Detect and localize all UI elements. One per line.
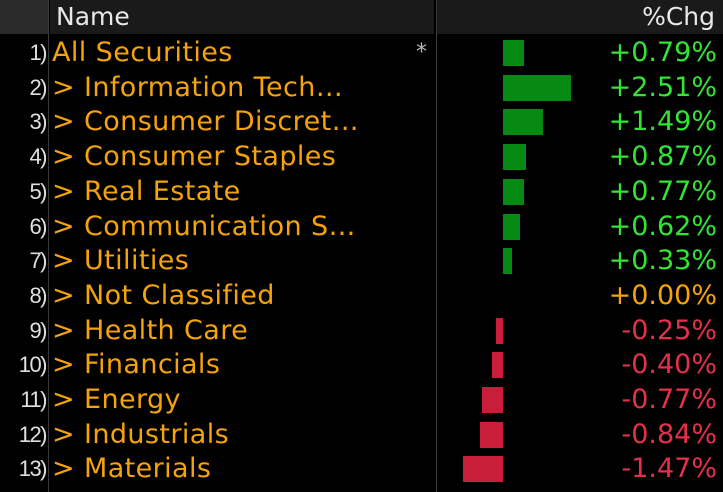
row-name[interactable]: > Financials	[52, 349, 221, 381]
negative-change-bar	[482, 387, 503, 413]
row-index: 12)	[18, 421, 48, 447]
table-row[interactable]: 5) > Real Estate +0.77%	[0, 175, 723, 210]
positive-change-bar	[503, 109, 544, 136]
table-row[interactable]: 12) > Industrials -0.84%	[0, 418, 723, 453]
row-name[interactable]: > Industrials	[52, 418, 230, 450]
pct-change-value: +2.51%	[608, 71, 717, 103]
row-index: 8)	[29, 282, 47, 308]
row-index: 4)	[29, 144, 47, 170]
pct-change-value: +0.87%	[608, 141, 717, 173]
table-row[interactable]: 4) > Consumer Staples +0.87%	[0, 140, 723, 175]
column-divider	[48, 0, 49, 492]
table-row[interactable]: 10) > Financials -0.40%	[0, 348, 723, 383]
row-index: 3)	[29, 109, 47, 135]
pct-change-value: +0.33%	[608, 245, 717, 277]
row-index: 6)	[29, 213, 47, 239]
negative-change-bar	[480, 421, 503, 448]
row-name[interactable]: > Health Care	[52, 314, 249, 346]
column-header-name[interactable]: Name	[56, 2, 130, 31]
table-row[interactable]: 9) > Health Care -0.25%	[0, 314, 723, 349]
row-index: 10)	[18, 352, 48, 378]
table-header: Name %Chg	[0, 0, 723, 34]
row-name[interactable]: > Not Classified	[52, 279, 275, 311]
row-name[interactable]: > Consumer Discret…	[52, 106, 359, 138]
pct-change-value: +0.62%	[608, 210, 717, 242]
column-divider	[436, 0, 437, 492]
table-row[interactable]: 3) > Consumer Discret… +1.49%	[0, 105, 723, 140]
header-row-selector[interactable]	[0, 0, 48, 34]
row-name[interactable]: > Consumer Staples	[52, 141, 337, 173]
row-name[interactable]: All Securities	[52, 37, 233, 68]
row-name[interactable]: > Materials	[52, 453, 212, 485]
pct-change-value: +0.79%	[608, 37, 717, 68]
header-divider	[434, 0, 436, 34]
pct-change-value: -0.77%	[621, 384, 717, 415]
table-row[interactable]: 13) > Materials -1.47%	[0, 452, 723, 487]
positive-change-bar	[503, 213, 520, 240]
positive-change-bar	[503, 144, 527, 171]
asterisk-icon: *	[416, 40, 427, 65]
table-row[interactable]: 8) > Not Classified +0.00%	[0, 279, 723, 314]
row-index: 1)	[29, 40, 47, 65]
positive-change-bar	[503, 74, 571, 101]
row-name[interactable]: > Real Estate	[52, 175, 241, 207]
row-index: 13)	[18, 456, 48, 482]
row-index: 11)	[20, 387, 47, 412]
table-row[interactable]: 1) All Securities * +0.79%	[0, 36, 723, 71]
negative-change-bar	[463, 456, 503, 483]
table-row[interactable]: 6) > Communication S… +0.62%	[0, 210, 723, 245]
table-row[interactable]: 7) > Utilities +0.33%	[0, 244, 723, 279]
pct-change-value: -0.40%	[621, 349, 717, 381]
negative-change-bar	[492, 352, 503, 379]
row-name[interactable]: > Utilities	[52, 245, 190, 277]
table-row[interactable]: 2) > Information Tech… +2.51%	[0, 71, 723, 106]
column-header-pct-change[interactable]: %Chg	[642, 2, 715, 31]
negative-change-bar	[496, 317, 503, 344]
pct-change-value: -0.25%	[621, 314, 717, 346]
row-index: 7)	[29, 248, 47, 274]
positive-change-bar	[503, 40, 525, 66]
table-row[interactable]: 11) > Energy -0.77%	[0, 383, 723, 418]
positive-change-bar	[503, 178, 524, 205]
header-divider	[48, 0, 50, 34]
row-index: 5)	[29, 178, 47, 204]
pct-change-value: +0.00%	[608, 279, 717, 311]
row-name[interactable]: > Information Tech…	[52, 71, 344, 103]
pct-change-value: -0.84%	[621, 418, 717, 450]
pct-change-value: -1.47%	[621, 453, 717, 485]
row-name[interactable]: > Communication S…	[52, 210, 356, 242]
row-index: 9)	[29, 317, 47, 343]
pct-change-value: +0.77%	[608, 175, 717, 207]
row-name[interactable]: > Energy	[52, 384, 181, 415]
pct-change-value: +1.49%	[608, 106, 717, 138]
positive-change-bar	[503, 248, 512, 275]
row-index: 2)	[29, 74, 47, 100]
